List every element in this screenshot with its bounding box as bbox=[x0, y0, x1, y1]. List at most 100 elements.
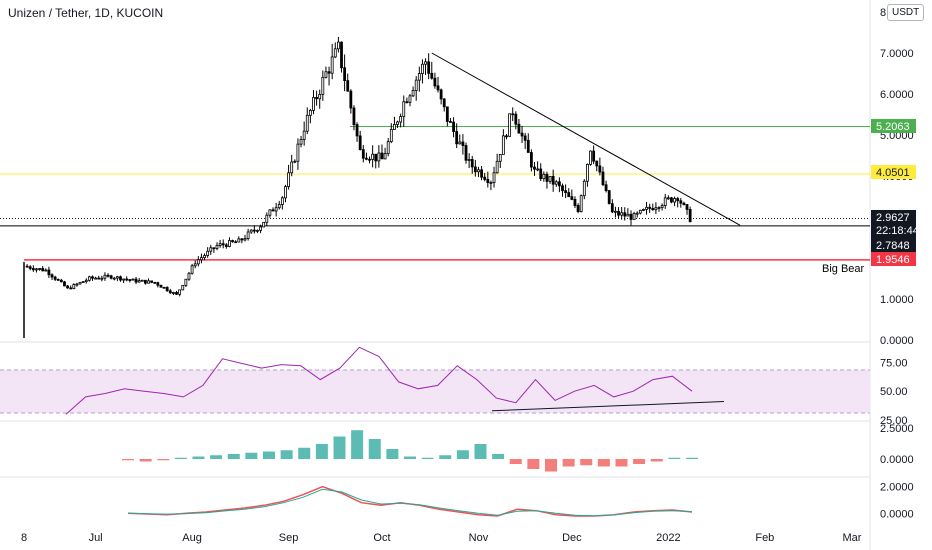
rsi-line bbox=[65, 346, 693, 415]
candle bbox=[421, 59, 424, 84]
macd-hist-y-tick-label: 0.0000 bbox=[880, 454, 914, 466]
candle bbox=[464, 142, 468, 164]
candle-body bbox=[41, 268, 45, 272]
candle-body bbox=[175, 292, 178, 295]
candle bbox=[517, 118, 521, 134]
candle bbox=[221, 239, 225, 249]
macd-histogram-bar bbox=[474, 444, 487, 459]
candle-body bbox=[673, 198, 676, 203]
candle bbox=[673, 196, 676, 207]
candle bbox=[492, 166, 496, 188]
candle bbox=[371, 145, 375, 168]
candle-body bbox=[140, 279, 144, 282]
candle-body bbox=[498, 153, 502, 162]
macd-histogram-pane[interactable] bbox=[122, 430, 698, 472]
candle-body bbox=[231, 240, 234, 243]
candle-body bbox=[221, 243, 225, 246]
candle-body bbox=[592, 150, 596, 162]
candle bbox=[393, 116, 396, 130]
x-tick-label: Oct bbox=[373, 532, 390, 544]
candle bbox=[59, 278, 63, 283]
candle-body bbox=[436, 85, 440, 91]
macd-histogram-bar bbox=[421, 457, 434, 459]
candle-body bbox=[377, 152, 381, 162]
candle-body bbox=[47, 269, 51, 276]
price-pane[interactable] bbox=[0, 36, 870, 338]
candle bbox=[193, 260, 197, 269]
macd-histogram-bar bbox=[122, 459, 134, 461]
candle bbox=[489, 180, 493, 191]
candle bbox=[614, 206, 617, 218]
candle bbox=[467, 153, 471, 169]
candle bbox=[495, 153, 499, 174]
candle-body bbox=[346, 80, 350, 92]
candle-body bbox=[529, 152, 533, 168]
macd-histogram-bar bbox=[439, 455, 452, 459]
candle-body bbox=[336, 41, 340, 50]
candle bbox=[458, 134, 462, 145]
y-tick-label: 7.0000 bbox=[880, 48, 914, 60]
candle bbox=[682, 201, 686, 206]
candle bbox=[228, 237, 231, 248]
candle-body bbox=[389, 129, 393, 143]
macd-histogram-bar bbox=[263, 451, 275, 459]
price-label-yellow-bg bbox=[871, 165, 916, 179]
candle bbox=[84, 278, 88, 284]
macd-histogram-bar bbox=[174, 457, 187, 459]
candle-body bbox=[458, 141, 462, 145]
candle-body bbox=[567, 192, 571, 198]
x-tick-label: Sep bbox=[279, 532, 299, 544]
price-label-current-bg bbox=[871, 210, 916, 238]
candle bbox=[368, 156, 371, 164]
candle-body bbox=[579, 195, 583, 212]
candle bbox=[349, 89, 353, 114]
candle-body bbox=[330, 56, 334, 74]
candle bbox=[47, 266, 51, 278]
candle bbox=[69, 285, 73, 290]
price-label-red-bg bbox=[871, 252, 916, 266]
candle bbox=[212, 247, 216, 253]
candle-body bbox=[296, 143, 300, 162]
candle bbox=[150, 280, 154, 284]
candle bbox=[417, 66, 421, 92]
candle-body bbox=[299, 139, 303, 145]
macd-pane[interactable] bbox=[127, 485, 693, 517]
currency-unit[interactable]: USDT bbox=[887, 4, 925, 21]
candle bbox=[638, 209, 642, 215]
macd-histogram-bar bbox=[139, 459, 152, 462]
candle-body bbox=[489, 182, 493, 184]
candle-body bbox=[452, 121, 455, 132]
candle-body bbox=[473, 166, 477, 173]
candle-body bbox=[654, 207, 658, 211]
candle-body bbox=[570, 196, 574, 200]
candle bbox=[35, 267, 38, 273]
candle-body bbox=[427, 61, 431, 74]
candle-body bbox=[405, 101, 409, 104]
candle-body bbox=[249, 229, 253, 233]
candle-body bbox=[573, 198, 577, 206]
candle bbox=[249, 229, 253, 234]
candle-body bbox=[414, 79, 418, 91]
candle-body bbox=[53, 276, 57, 280]
candle-body bbox=[109, 275, 113, 279]
candle-body bbox=[84, 279, 88, 283]
candle bbox=[529, 149, 533, 172]
candle-body bbox=[44, 269, 48, 272]
candle bbox=[486, 171, 490, 188]
candle-body bbox=[280, 197, 284, 205]
candle-body bbox=[508, 113, 511, 137]
macd-y-tick-label: 2.0000 bbox=[880, 482, 914, 494]
candle bbox=[676, 196, 680, 208]
axes: 0.00001.00002.00003.00004.00005.00006.00… bbox=[21, 7, 914, 544]
candle bbox=[277, 200, 281, 210]
rsi-pane[interactable] bbox=[65, 346, 725, 415]
candle-body bbox=[626, 213, 630, 217]
trendline bbox=[431, 52, 741, 226]
macd-histogram-bar bbox=[633, 459, 646, 464]
macd-histogram-bar bbox=[298, 447, 311, 459]
candle bbox=[561, 183, 564, 197]
candle bbox=[115, 275, 119, 282]
candle-body bbox=[557, 181, 561, 187]
price-label-yellow: 4.0501 bbox=[876, 167, 910, 179]
